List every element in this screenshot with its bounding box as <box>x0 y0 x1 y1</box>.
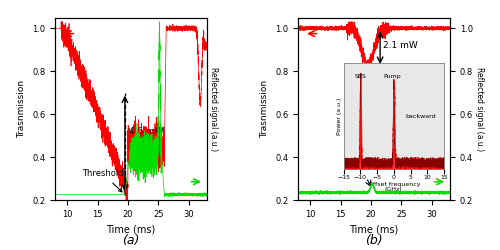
Y-axis label: Trasnmission: Trasnmission <box>260 80 270 138</box>
Y-axis label: Reflected signal (a.u.): Reflected signal (a.u.) <box>209 67 218 151</box>
Text: (a): (a) <box>122 234 140 247</box>
Text: 4.5 mW: 4.5 mW <box>128 127 164 136</box>
Text: (b): (b) <box>365 234 383 247</box>
Text: 2.1 mW: 2.1 mW <box>383 41 418 50</box>
Y-axis label: Trasnmission: Trasnmission <box>18 80 26 138</box>
X-axis label: Time (ms): Time (ms) <box>350 224 399 234</box>
Y-axis label: Reflected signal (a.u.): Reflected signal (a.u.) <box>475 67 484 151</box>
X-axis label: Time (ms): Time (ms) <box>106 224 156 234</box>
Text: Threshold: Threshold <box>82 170 124 192</box>
